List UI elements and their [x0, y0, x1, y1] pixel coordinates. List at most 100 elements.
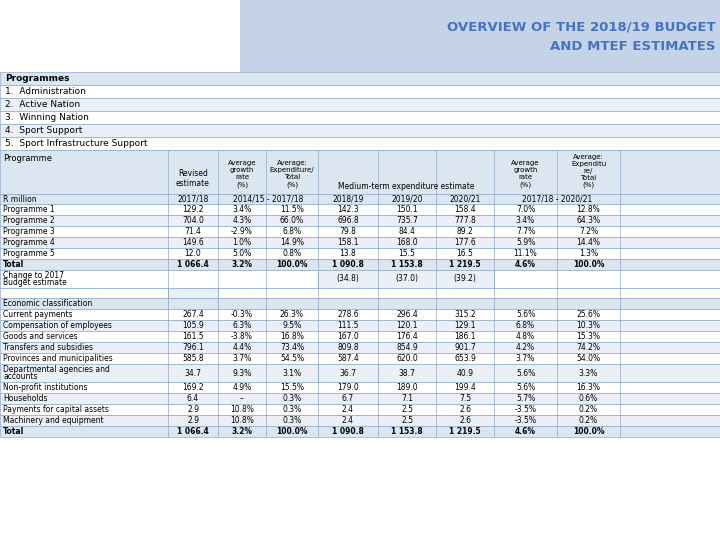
Text: 4.4%: 4.4% — [233, 343, 251, 352]
Text: 26.3%: 26.3% — [280, 310, 304, 319]
Text: Transfers and subsidies: Transfers and subsidies — [3, 343, 93, 352]
Text: 38.7: 38.7 — [399, 368, 415, 377]
Bar — [0, 342, 720, 353]
Text: OVERVIEW OF THE 2018/19 BUDGET: OVERVIEW OF THE 2018/19 BUDGET — [447, 21, 716, 34]
Text: Budget estimate: Budget estimate — [3, 278, 67, 287]
Text: 179.0: 179.0 — [337, 383, 359, 392]
Text: 120.1: 120.1 — [396, 321, 418, 330]
Text: Revised
estimate: Revised estimate — [176, 169, 210, 188]
Text: 5.6%: 5.6% — [516, 310, 535, 319]
Text: 15.5%: 15.5% — [280, 383, 304, 392]
Text: 2.4: 2.4 — [342, 405, 354, 414]
Bar — [318, 364, 378, 382]
Text: 111.5: 111.5 — [337, 321, 359, 330]
Text: 901.7: 901.7 — [454, 343, 476, 352]
Text: 0.3%: 0.3% — [282, 416, 302, 425]
Text: Programme: Programme — [3, 154, 52, 163]
Text: 7.1: 7.1 — [401, 394, 413, 403]
Text: Households: Households — [3, 394, 48, 403]
Bar — [0, 426, 720, 437]
Text: 4.8%: 4.8% — [516, 332, 535, 341]
Text: 189.0: 189.0 — [396, 383, 418, 392]
Text: 176.4: 176.4 — [396, 332, 418, 341]
Text: 0.2%: 0.2% — [579, 416, 598, 425]
Text: Economic classification: Economic classification — [3, 299, 92, 308]
Text: 10.3%: 10.3% — [577, 321, 600, 330]
Text: 199.4: 199.4 — [454, 383, 476, 392]
Text: -3.5%: -3.5% — [515, 416, 536, 425]
Text: 15.3%: 15.3% — [577, 332, 600, 341]
Text: 1.0%: 1.0% — [233, 238, 251, 247]
Text: 0.2%: 0.2% — [579, 405, 598, 414]
Text: 6.3%: 6.3% — [233, 321, 251, 330]
Text: 2017/18: 2017/18 — [177, 194, 209, 204]
Text: 777.8: 777.8 — [454, 216, 476, 225]
Text: 2.9: 2.9 — [187, 405, 199, 414]
Text: 186.1: 186.1 — [454, 332, 476, 341]
Text: 142.3: 142.3 — [337, 205, 359, 214]
Text: 1.  Administration: 1. Administration — [5, 87, 86, 96]
Bar — [318, 270, 494, 288]
Text: 653.9: 653.9 — [454, 354, 476, 363]
Text: 84.4: 84.4 — [399, 227, 415, 236]
Text: 5.6%: 5.6% — [516, 368, 535, 377]
Text: 100.0%: 100.0% — [276, 260, 307, 269]
Text: Programmes: Programmes — [5, 74, 70, 83]
Text: 2.9: 2.9 — [187, 416, 199, 425]
Text: 79.8: 79.8 — [340, 227, 356, 236]
Text: 7.0%: 7.0% — [516, 205, 535, 214]
Text: 3.1%: 3.1% — [282, 368, 302, 377]
Text: 2019/20: 2019/20 — [391, 194, 423, 204]
Text: 1 153.8: 1 153.8 — [391, 427, 423, 436]
Text: 587.4: 587.4 — [337, 354, 359, 363]
Text: 74.2%: 74.2% — [577, 343, 600, 352]
Text: 15.5: 15.5 — [399, 249, 415, 258]
Bar — [0, 72, 720, 85]
Text: 4.6%: 4.6% — [515, 427, 536, 436]
Text: Programme 5: Programme 5 — [3, 249, 55, 258]
Text: 177.6: 177.6 — [454, 238, 476, 247]
Text: 2.4: 2.4 — [342, 416, 354, 425]
Text: Change to 2017: Change to 2017 — [3, 271, 64, 280]
Text: 585.8: 585.8 — [182, 354, 204, 363]
Text: 158.1: 158.1 — [337, 238, 359, 247]
Text: 0.3%: 0.3% — [282, 394, 302, 403]
Text: 54.0%: 54.0% — [577, 354, 600, 363]
Text: Programme 1: Programme 1 — [3, 205, 55, 214]
Text: -2.9%: -2.9% — [231, 227, 253, 236]
Text: 0.8%: 0.8% — [282, 249, 302, 258]
Bar — [0, 85, 720, 98]
Text: 11.5%: 11.5% — [280, 205, 304, 214]
Bar — [168, 288, 218, 298]
Bar — [0, 194, 720, 204]
Text: 2014/15 - 2017/18: 2014/15 - 2017/18 — [233, 194, 303, 204]
Text: Departmental agencies and: Departmental agencies and — [3, 365, 110, 374]
Text: 1 153.8: 1 153.8 — [391, 260, 423, 269]
Text: 169.2: 169.2 — [182, 383, 204, 392]
Text: 3.4%: 3.4% — [516, 216, 535, 225]
Text: Average:
Expenditu
re/
Total
(%): Average: Expenditu re/ Total (%) — [571, 154, 606, 188]
Text: 1 090.8: 1 090.8 — [332, 260, 364, 269]
Text: -3.8%: -3.8% — [231, 332, 253, 341]
Text: 71.4: 71.4 — [184, 227, 202, 236]
Text: 167.0: 167.0 — [337, 332, 359, 341]
Text: Current payments: Current payments — [3, 310, 73, 319]
Text: Programme 4: Programme 4 — [3, 238, 55, 247]
Text: 296.4: 296.4 — [396, 310, 418, 319]
Text: Machinery and equipment: Machinery and equipment — [3, 416, 104, 425]
Bar — [0, 404, 720, 415]
Text: 1 066.4: 1 066.4 — [177, 427, 209, 436]
Bar — [0, 150, 720, 194]
Text: 4.9%: 4.9% — [233, 383, 251, 392]
Text: 89.2: 89.2 — [456, 227, 473, 236]
Bar — [0, 124, 720, 137]
Text: 2.  Active Nation: 2. Active Nation — [5, 100, 80, 109]
Text: 7.2%: 7.2% — [579, 227, 598, 236]
Bar — [0, 137, 720, 150]
Bar — [0, 259, 720, 270]
Text: -0.3%: -0.3% — [231, 310, 253, 319]
Text: 2017/18 - 2020/21: 2017/18 - 2020/21 — [522, 194, 592, 204]
Text: 4.  Sport Support: 4. Sport Support — [5, 126, 82, 135]
Text: (39.2): (39.2) — [454, 274, 477, 284]
Text: Provinces and municipalities: Provinces and municipalities — [3, 354, 113, 363]
